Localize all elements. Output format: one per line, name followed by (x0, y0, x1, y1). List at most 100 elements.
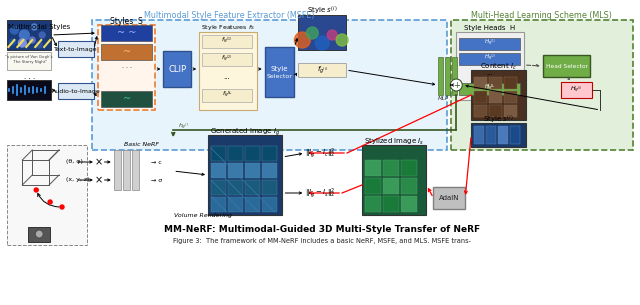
Text: $f_{g^{(i)}}$: $f_{g^{(i)}}$ (317, 64, 328, 76)
Bar (460, 83, 520, 95)
Bar (228, 180, 243, 195)
Text: Generated Image $I_g$: Generated Image $I_g$ (210, 126, 280, 138)
Circle shape (336, 34, 348, 46)
Bar (451, 20, 633, 150)
Text: MLP: MLP (438, 96, 449, 102)
Circle shape (29, 37, 35, 43)
Text: ...: ... (486, 70, 493, 76)
Bar (202, 53, 252, 66)
Circle shape (60, 205, 64, 209)
Text: Styles  S: Styles S (110, 16, 143, 26)
Bar (100, 25, 152, 41)
Bar (489, 91, 502, 103)
Bar (58, 41, 94, 57)
Text: Style $s^{(i)}$: Style $s^{(i)}$ (307, 5, 337, 17)
Text: CLIP: CLIP (168, 64, 186, 74)
Circle shape (35, 230, 43, 238)
Circle shape (294, 32, 310, 48)
Bar (474, 91, 487, 103)
Bar (489, 105, 502, 117)
Text: ...: ... (223, 74, 230, 80)
Text: $H_{g^{(1)}}$: $H_{g^{(1)}}$ (484, 38, 496, 48)
Bar (132, 150, 138, 190)
Bar (199, 32, 257, 110)
Bar (460, 53, 520, 65)
Bar (401, 196, 417, 212)
Circle shape (451, 79, 462, 91)
Bar (510, 126, 520, 144)
Bar (298, 15, 346, 50)
Text: ~ ~: ~ ~ (117, 28, 136, 38)
Bar (460, 38, 520, 50)
Bar (114, 150, 120, 190)
Bar (298, 63, 346, 77)
Text: ×: × (95, 175, 103, 185)
Text: → c: → c (152, 160, 162, 164)
Bar (211, 163, 226, 178)
Text: The Starry Night": The Starry Night" (12, 60, 47, 64)
Bar (228, 146, 243, 161)
Bar (228, 197, 243, 212)
Text: MM-NeRF: Multimodal-Guided 3D Multi-Style Transfer of NeRF: MM-NeRF: Multimodal-Guided 3D Multi-Styl… (164, 224, 480, 234)
Bar (365, 178, 381, 194)
Text: $f_{g^{(1)}}$: $f_{g^{(1)}}$ (221, 36, 232, 46)
Text: ×: × (95, 157, 103, 167)
Bar (211, 146, 226, 161)
Text: $H_{g^{(i)}}$: $H_{g^{(i)}}$ (570, 85, 583, 95)
Text: Multimodal Style Feature Extractor (MSFE): Multimodal Style Feature Extractor (MSFE… (143, 10, 314, 20)
Text: "a picture of Van Gogh's: "a picture of Van Gogh's (6, 55, 53, 59)
Text: Stylized Image $I_s$: Stylized Image $I_s$ (364, 137, 424, 147)
Text: . . .: . . . (24, 74, 35, 80)
Circle shape (34, 188, 38, 192)
Bar (100, 44, 152, 60)
Bar (123, 150, 129, 190)
Bar (561, 82, 593, 98)
Text: Style Heads  H: Style Heads H (465, 25, 516, 31)
Circle shape (316, 36, 329, 50)
Text: Figure 3:  The framework of MM-NeRF includes a basic NeRF, MSFE, and MLS. MSFE t: Figure 3: The framework of MM-NeRF inclu… (173, 238, 471, 244)
Text: Multimodal Styles: Multimodal Styles (8, 24, 70, 30)
Text: (x, y, z): (x, y, z) (66, 178, 90, 182)
Text: Style $s^{(i)}$: Style $s^{(i)}$ (483, 114, 513, 126)
Circle shape (48, 200, 52, 204)
Text: $h_{g^{(i)}}$: $h_{g^{(i)}}$ (178, 122, 190, 132)
Bar (8, 20, 51, 50)
Bar (8, 145, 87, 245)
Text: ~: ~ (122, 94, 131, 104)
Text: Audio-to-Image: Audio-to-Image (52, 88, 100, 94)
Bar (264, 47, 294, 97)
Bar (365, 196, 381, 212)
Bar (471, 123, 526, 147)
Bar (456, 32, 524, 100)
Bar (474, 77, 487, 89)
Text: $H_{g^{N_S}}$: $H_{g^{N_S}}$ (484, 83, 496, 93)
Text: AdaIN: AdaIN (439, 195, 460, 201)
Text: Style: Style (271, 66, 288, 72)
Circle shape (10, 39, 15, 45)
Bar (486, 126, 496, 144)
Bar (244, 197, 260, 212)
Circle shape (39, 32, 45, 38)
Text: Text-to-Image: Text-to-Image (54, 46, 98, 52)
Bar (383, 178, 399, 194)
Text: Selector: Selector (267, 74, 292, 80)
Text: Multi-Head Learning Scheme (MLS): Multi-Head Learning Scheme (MLS) (471, 10, 612, 20)
Bar (383, 160, 399, 176)
Bar (504, 105, 517, 117)
Text: $f_{g^{(2)}}$: $f_{g^{(2)}}$ (221, 54, 232, 64)
Bar (28, 227, 50, 242)
Bar (445, 57, 451, 95)
Text: (θ, φ): (θ, φ) (66, 160, 83, 164)
Bar (202, 89, 252, 102)
Bar (489, 77, 502, 89)
Text: → σ: → σ (152, 178, 163, 182)
Bar (8, 52, 51, 70)
Circle shape (31, 24, 37, 30)
Bar (471, 70, 526, 120)
Text: +: + (453, 81, 460, 89)
Circle shape (19, 39, 26, 47)
Circle shape (327, 30, 337, 40)
Bar (58, 83, 94, 99)
Text: ~: ~ (122, 47, 131, 57)
Text: Basic NeRF: Basic NeRF (124, 142, 159, 148)
